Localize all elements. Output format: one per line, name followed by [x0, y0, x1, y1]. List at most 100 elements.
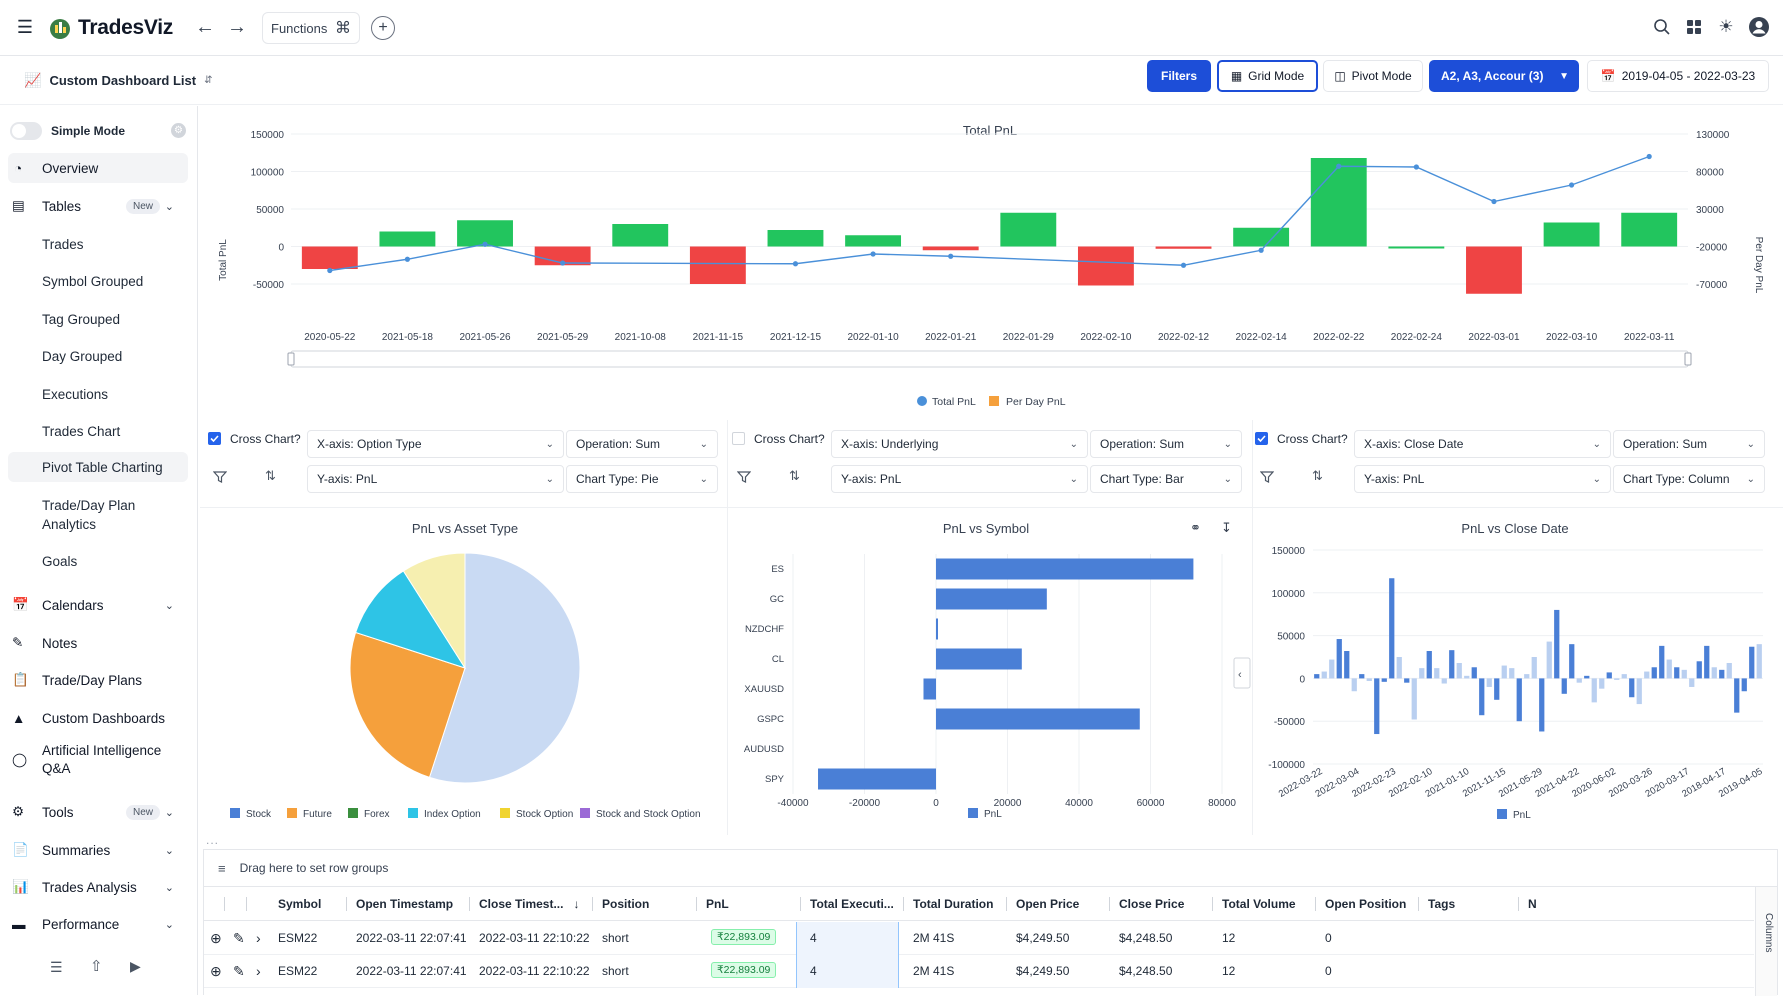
total-pnl-point[interactable] — [1258, 247, 1264, 253]
date-bar[interactable] — [1651, 667, 1657, 679]
date-bar[interactable] — [1689, 678, 1695, 687]
add-icon[interactable]: + — [371, 16, 395, 40]
pie-slice[interactable] — [349, 631, 466, 779]
row-expand-icon[interactable]: › — [256, 963, 261, 979]
filter-clear-icon[interactable] — [1259, 470, 1275, 487]
total-pnl-point[interactable] — [482, 241, 488, 247]
cross-chart-checkbox[interactable] — [732, 432, 745, 445]
hbar-legend[interactable]: PnL — [984, 809, 1002, 820]
symbol-bar[interactable] — [936, 618, 938, 640]
sort-icon[interactable]: ⇅ — [789, 468, 800, 483]
date-bar[interactable] — [1344, 651, 1350, 679]
sidebar-item-custom-dashboards[interactable]: ▲ Custom Dashboards — [8, 703, 188, 733]
filters-button[interactable]: Filters — [1147, 60, 1211, 92]
y-axis-select[interactable]: Y-axis: PnL ⌄ — [831, 465, 1088, 493]
date-bar[interactable] — [1704, 645, 1710, 679]
date-range-picker[interactable]: 📅 2019-04-05 - 2022-03-23 — [1587, 60, 1769, 92]
total-pnl-point[interactable] — [560, 260, 566, 266]
date-bar[interactable] — [1486, 678, 1492, 687]
pie-slice[interactable] — [428, 552, 581, 784]
total-pnl-point[interactable] — [1413, 164, 1419, 170]
sidebar-sub-trade-plan-analytics-2[interactable]: Analytics — [42, 517, 97, 532]
date-bar[interactable] — [1389, 578, 1395, 679]
pie-legend-item[interactable]: Future — [303, 809, 332, 820]
pnl-bar[interactable] — [1000, 212, 1057, 247]
date-bar[interactable] — [1531, 657, 1537, 679]
more-dots[interactable]: ... — [206, 833, 220, 847]
operation-select[interactable]: Operation: Sum ⌄ — [1613, 430, 1765, 458]
sort-icon[interactable]: ⇅ — [1312, 468, 1323, 483]
grid-mode-button[interactable]: ▦ Grid Mode — [1217, 60, 1318, 92]
x-axis-select[interactable]: X-axis: Close Date ⌄ — [1354, 430, 1611, 458]
date-bar[interactable] — [1614, 678, 1620, 680]
date-bar[interactable] — [1546, 641, 1552, 679]
total-pnl-point[interactable] — [404, 256, 411, 262]
column-header[interactable]: Open Timestamp — [356, 887, 453, 921]
table-row[interactable]: ⊕ ✎ › ESM22 2022-03-11 22:07:41 2022-03-11 22… — [204, 955, 1754, 988]
date-bar[interactable] — [1719, 669, 1725, 679]
date-bar[interactable] — [1359, 674, 1365, 679]
date-bar[interactable] — [1636, 678, 1642, 705]
filter-clear-icon[interactable] — [736, 470, 752, 487]
pie-slice[interactable] — [354, 570, 467, 669]
sidebar-sub-tag-grouped[interactable]: Tag Grouped — [42, 312, 121, 327]
chart-type-select[interactable]: Chart Type: Bar ⌄ — [1090, 465, 1242, 493]
sidebar-item-trades-analysis[interactable]: 📊 Trades Analysis ⌄ — [8, 872, 188, 902]
table-row[interactable]: ⊕ ✎ › ESM22 2022-03-11 22:07:41 2022-03-11 22… — [204, 922, 1754, 955]
row-edit-icon[interactable]: ✎ — [233, 963, 245, 979]
chart-type-select[interactable]: Chart Type: Column ⌄ — [1613, 465, 1765, 493]
filter-clear-icon[interactable] — [212, 470, 228, 487]
pnl-bar[interactable] — [379, 231, 436, 247]
dashboard-list-selector[interactable]: 📈 Custom Dashboard List ⇵ — [24, 72, 212, 89]
total-pnl-point[interactable] — [1336, 163, 1342, 169]
date-bar[interactable] — [1561, 678, 1567, 694]
symbol-bar[interactable] — [936, 708, 1140, 730]
date-bar[interactable] — [1351, 678, 1357, 692]
menu-icon[interactable]: ☰ — [16, 16, 34, 37]
pie-legend-item[interactable]: Index Option — [424, 809, 481, 820]
sidebar-item-trade-day-plans[interactable]: 📋 Trade/Day Plans — [8, 665, 188, 695]
date-bar[interactable] — [1681, 669, 1687, 679]
date-bar[interactable] — [1434, 668, 1440, 679]
pie-legend-item[interactable]: Stock Option — [516, 809, 573, 820]
sidebar-sub-symbol-grouped[interactable]: Symbol Grouped — [42, 274, 144, 289]
date-bar[interactable] — [1524, 674, 1530, 679]
apps-grid-icon[interactable] — [1684, 17, 1704, 37]
column-header[interactable]: Close Price — [1119, 887, 1184, 921]
search-icon[interactable] — [1652, 17, 1672, 37]
date-bar[interactable] — [1329, 659, 1335, 679]
pnl-bar[interactable] — [301, 246, 358, 270]
pnl-bar[interactable] — [689, 246, 746, 285]
sidebar-item-notes[interactable]: ✎ Notes — [8, 628, 188, 658]
pivot-mode-button[interactable]: ◫ Pivot Mode — [1323, 60, 1423, 92]
pie-legend-item[interactable]: Stock and Stock Option — [596, 809, 701, 820]
pie-legend-item[interactable]: Forex — [364, 809, 390, 820]
total-pnl-point[interactable] — [792, 261, 799, 267]
video-icon[interactable]: ▶ — [130, 958, 141, 974]
download-icon[interactable]: ↧ — [1221, 520, 1232, 535]
total-pnl-point[interactable] — [1568, 182, 1575, 188]
pnl-bar[interactable] — [1077, 246, 1134, 286]
zoom-handle-left[interactable] — [287, 352, 295, 366]
date-bar[interactable] — [1756, 644, 1762, 679]
total-pnl-point[interactable] — [1180, 262, 1187, 268]
date-bar[interactable] — [1426, 651, 1432, 679]
date-bar[interactable] — [1381, 678, 1387, 682]
date-bar[interactable] — [1569, 644, 1575, 679]
column-header[interactable]: Symbol — [278, 887, 321, 921]
date-bar[interactable] — [1321, 671, 1327, 679]
date-bar[interactable] — [1711, 667, 1717, 679]
operation-select[interactable]: Operation: Sum ⌄ — [1090, 430, 1242, 458]
column-header[interactable]: Position — [602, 887, 649, 921]
date-bar[interactable] — [1696, 661, 1702, 679]
date-bar[interactable] — [1509, 668, 1515, 679]
date-bar[interactable] — [1374, 678, 1380, 735]
pie-legend-item[interactable]: Stock — [246, 809, 272, 820]
x-axis-select[interactable]: X-axis: Underlying ⌄ — [831, 430, 1088, 458]
column-header[interactable]: Total Duration — [913, 887, 993, 921]
date-bar[interactable] — [1584, 675, 1590, 679]
pnl-bar[interactable] — [612, 224, 669, 247]
date-bar[interactable] — [1674, 667, 1680, 679]
sidebar-sub-trades[interactable]: Trades — [42, 237, 84, 252]
date-bar[interactable] — [1411, 678, 1417, 720]
